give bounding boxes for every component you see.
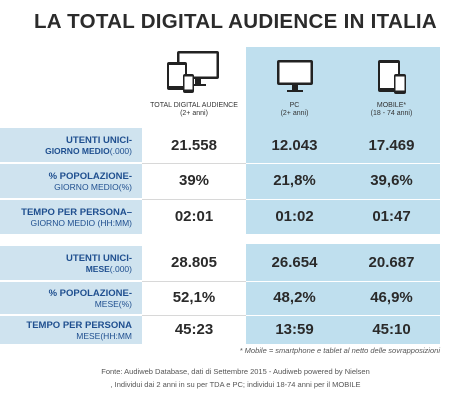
divider [142,163,246,164]
value-mobile: 45:10 [372,321,411,338]
column-label: TOTAL DIGITAL AUDIENCE [150,102,238,109]
column-label: PC [289,102,300,109]
value-mobile: 39,6% [370,172,413,189]
column-sublabel: (2+ anni) [280,110,309,117]
value-tda: 39% [178,172,210,189]
page-title: LA TOTAL DIGITAL AUDIENCE IN ITALIA [33,10,438,33]
row-label-utenti-giorno: UTENTI UNICI- GIORNO MEDIO(.000) [0,128,142,162]
highlight-panel [246,47,440,344]
value-pc: 01:02 [275,208,314,225]
source-line: Fonte: Audiweb Database, dati di Settemb… [101,367,370,376]
column-sublabel: (2+ anni) [180,110,208,117]
value-mobile: 01:47 [372,208,411,225]
value-pc: 13:59 [275,321,314,338]
value-pc: 21,8% [273,172,316,189]
row-label-tempo-giorno: TEMPO PER PERSONA– GIORNO MEDIO (HH:MM) [0,200,142,234]
value-tda: 45:23 [174,321,214,338]
value-pc: 48,2% [273,289,316,306]
row-label-popolazione-giorno: % POPOLAZIONE- GIORNO MEDIO(%) [0,164,142,198]
devices-icon [164,48,224,96]
divider [246,199,440,200]
tablet-phone-icon [372,58,412,96]
value-mobile: 17.469 [368,137,415,154]
value-mobile: 46,9% [370,289,413,306]
column-header-mobile: MOBILE* (18 - 74 anni) [343,58,440,118]
column-label: MOBILE* [376,102,407,109]
value-pc: 26.654 [271,254,318,271]
value-tda: 21.558 [171,137,217,154]
column-header-tda: TOTAL DIGITAL AUDIENCE (2+ anni) [142,48,246,118]
divider [246,163,440,164]
row-label-popolazione-mese: % POPOLAZIONE- MESE(%) [0,282,142,314]
divider [142,199,246,200]
row-label-utenti-mese: UTENTI UNICI- MESE(.000) [0,246,142,280]
value-pc: 12.043 [271,137,318,154]
section-gap [246,234,440,244]
monitor-icon [275,58,315,96]
column-header-pc: PC (2+ anni) [246,58,343,118]
footnote: * Mobile = smartphone e tablet al netto … [239,346,440,355]
divider [246,315,440,316]
column-sublabel: (18 - 74 anni) [370,110,413,117]
divider [246,281,440,282]
value-mobile: 20.687 [368,254,415,271]
divider [142,281,246,282]
value-tda: 28.805 [171,254,217,271]
source-line: , Individui dai 2 anni in su per TDA e P… [110,380,361,389]
divider [142,315,246,316]
value-tda: 52,1% [172,289,216,306]
value-tda: 02:01 [174,208,214,225]
row-label-tempo-mese: TEMPO PER PERSONA MESE(HH:MM [0,316,142,344]
